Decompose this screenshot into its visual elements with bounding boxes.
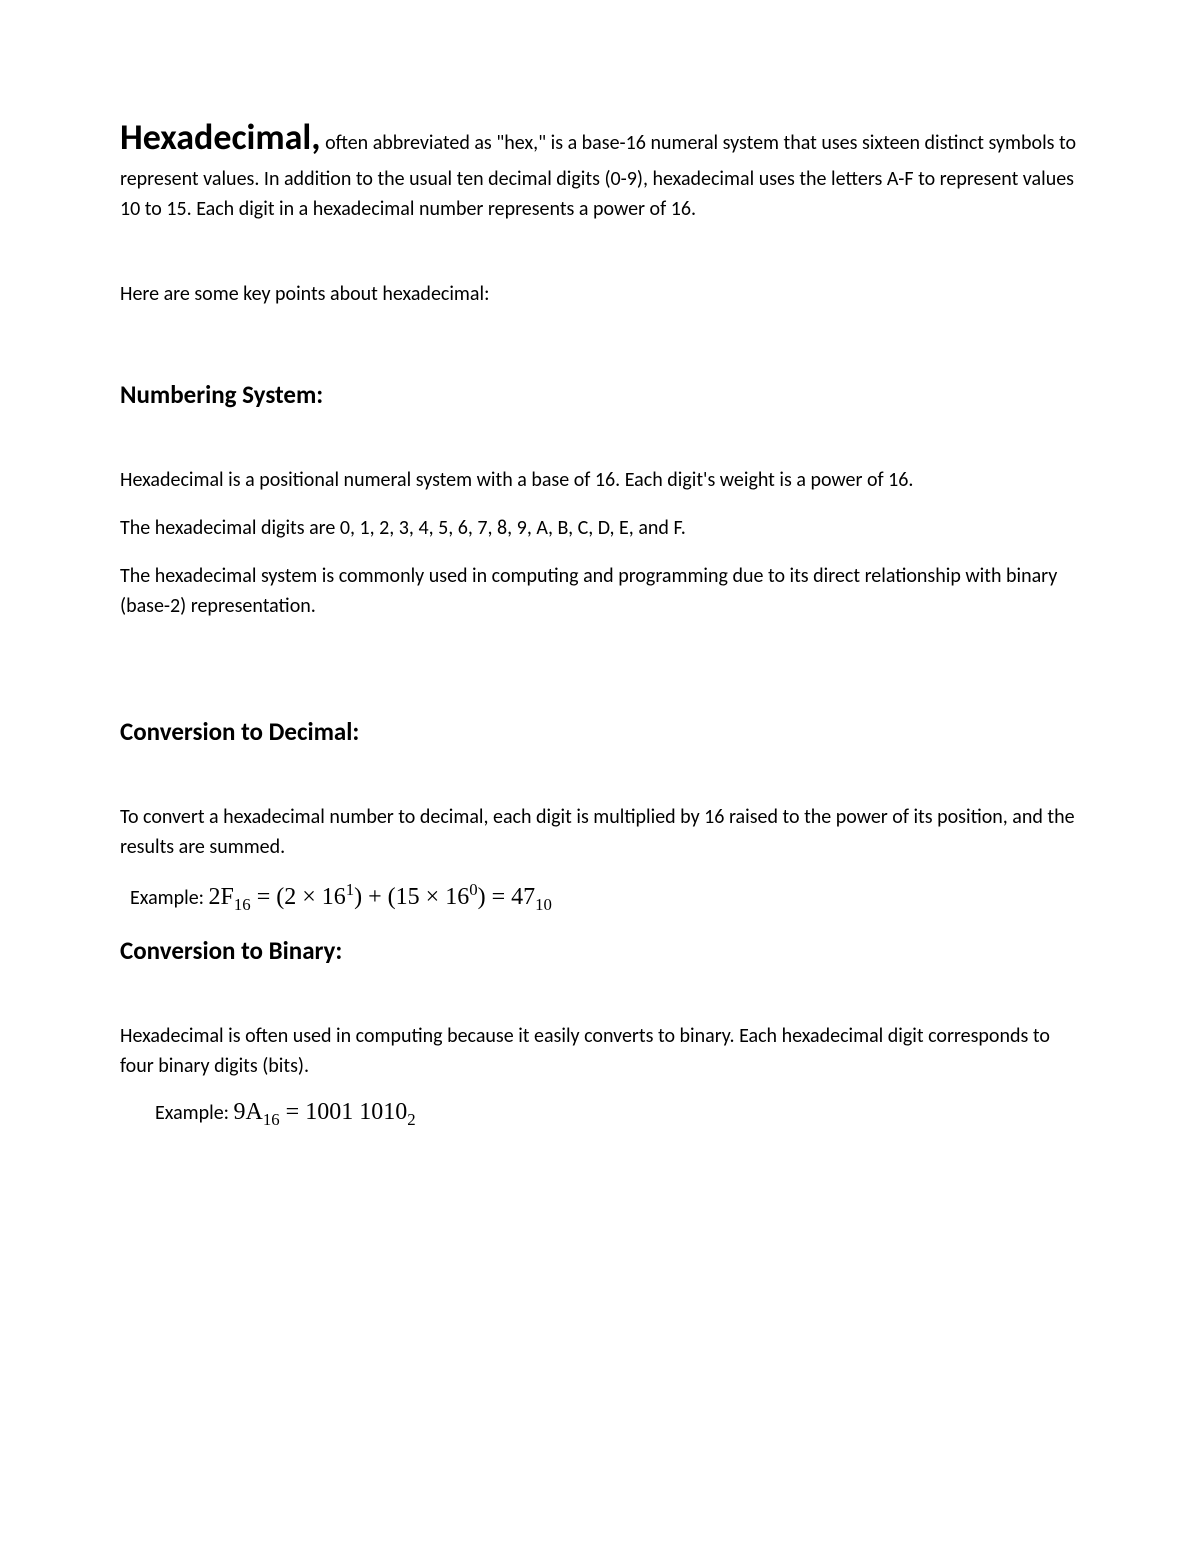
heading-conversion-decimal: Conversion to Decimal: <box>120 716 1080 747</box>
numbering-p2: The hexadecimal digits are 0, 1, 2, 3, 4… <box>120 513 1080 543</box>
heading-numbering-system: Numbering System: <box>120 379 1080 410</box>
decimal-p1: To convert a hexadecimal number to decim… <box>120 802 1080 862</box>
binary-p1: Hexadecimal is often used in computing b… <box>120 1021 1080 1081</box>
formula-lhs-sub: 16 <box>234 895 251 914</box>
formula-mid: ) + (15 × 16 <box>354 884 469 910</box>
formula-exp2: 0 <box>469 880 477 899</box>
formula-bin-rhs-sub: 2 <box>407 1110 415 1129</box>
formula-bin-lhs-sub: 16 <box>263 1110 280 1129</box>
formula-bin-lhs: 9A <box>234 1099 263 1125</box>
example-label-binary: Example: <box>155 1101 234 1125</box>
formula-bin-eq: = 1001 1010 <box>280 1099 408 1125</box>
decimal-example-formula: Example: 2F16 = (2 × 161) + (15 × 160) =… <box>120 880 1080 915</box>
document-body: Hexadecimal, often abbreviated as "hex,"… <box>120 110 1080 1130</box>
binary-example-formula: Example: 9A16 = 1001 10102 <box>120 1099 1080 1130</box>
key-points-intro: Here are some key points about hexadecim… <box>120 279 1080 309</box>
formula-lhs: 2F <box>209 884 234 910</box>
numbering-p3: The hexadecimal system is commonly used … <box>120 561 1080 621</box>
intro-title: Hexadecimal, <box>120 115 321 159</box>
formula-close: ) = 47 <box>478 884 536 910</box>
formula-eq1: = (2 × 16 <box>251 884 346 910</box>
example-label: Example: <box>130 886 209 910</box>
heading-conversion-binary: Conversion to Binary: <box>120 935 1080 966</box>
intro-paragraph: Hexadecimal, often abbreviated as "hex,"… <box>120 110 1080 224</box>
formula-exp1: 1 <box>346 880 354 899</box>
numbering-p1: Hexadecimal is a positional numeral syst… <box>120 465 1080 495</box>
formula-rhs-sub: 10 <box>535 895 552 914</box>
